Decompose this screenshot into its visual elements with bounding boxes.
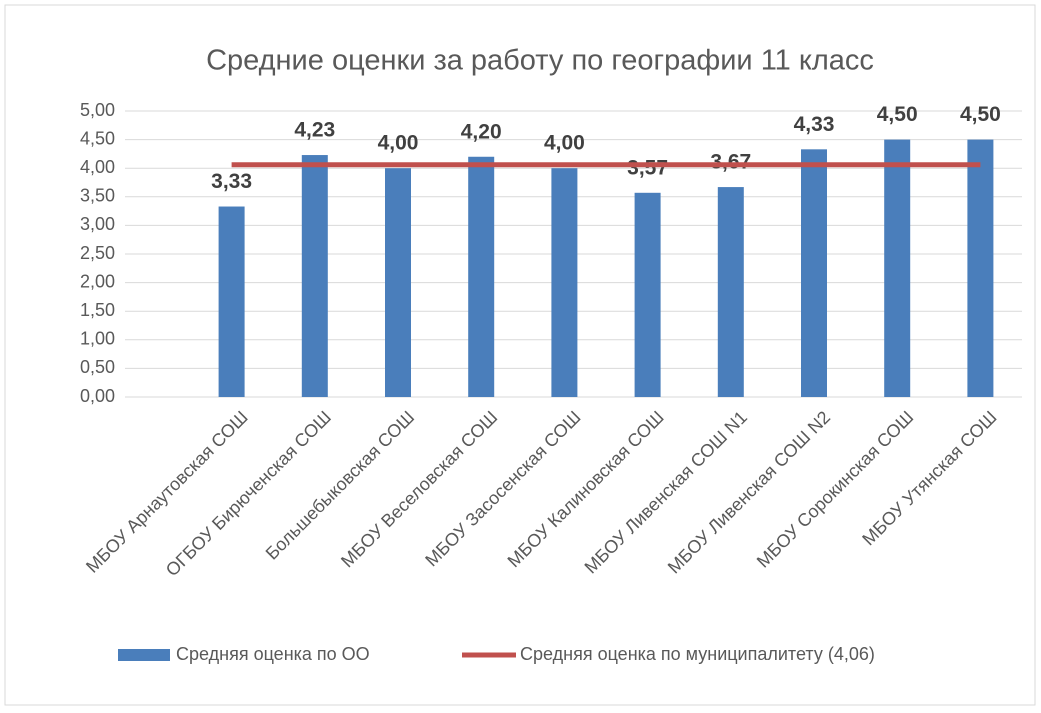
legend-swatch	[118, 649, 170, 661]
y-tick-label: 0,50	[80, 357, 115, 377]
data-label: 3,33	[211, 170, 252, 193]
legend-label: Средняя оценка по ОО	[176, 644, 370, 664]
bar	[551, 168, 578, 397]
bar	[717, 187, 744, 397]
data-label: 4,33	[794, 113, 835, 136]
y-tick-label: 1,50	[80, 300, 115, 320]
y-tick-label: 4,00	[80, 157, 115, 177]
y-tick-label: 1,00	[80, 329, 115, 349]
bar	[801, 149, 827, 397]
data-label: 4,20	[461, 120, 502, 143]
bar	[218, 206, 245, 397]
data-label: 4,00	[378, 132, 419, 155]
legend-label: Средняя оценка по муниципалитету (4,06)	[520, 644, 875, 664]
data-label: 4,50	[960, 103, 1001, 126]
data-label: 3,57	[627, 156, 668, 179]
data-label: 4,23	[294, 119, 335, 142]
y-tick-label: 0,00	[80, 386, 115, 406]
bar	[967, 139, 994, 397]
data-label: 4,00	[544, 132, 585, 155]
data-label: 3,67	[710, 151, 751, 174]
bar	[385, 168, 411, 397]
y-tick-label: 3,00	[80, 214, 115, 234]
data-label: 4,50	[877, 103, 918, 126]
y-tick-label: 2,50	[80, 243, 115, 263]
y-tick-label: 3,50	[80, 186, 115, 206]
bar	[468, 156, 495, 397]
bar	[634, 192, 661, 397]
y-tick-label: 5,00	[80, 100, 115, 120]
chart-border	[4, 4, 1036, 706]
bar	[884, 139, 911, 397]
bar	[301, 155, 328, 397]
chart-title: Средние оценки за работу по географии 11…	[206, 45, 874, 77]
y-tick-label: 2,00	[80, 271, 115, 291]
y-tick-label: 4,50	[80, 128, 115, 148]
